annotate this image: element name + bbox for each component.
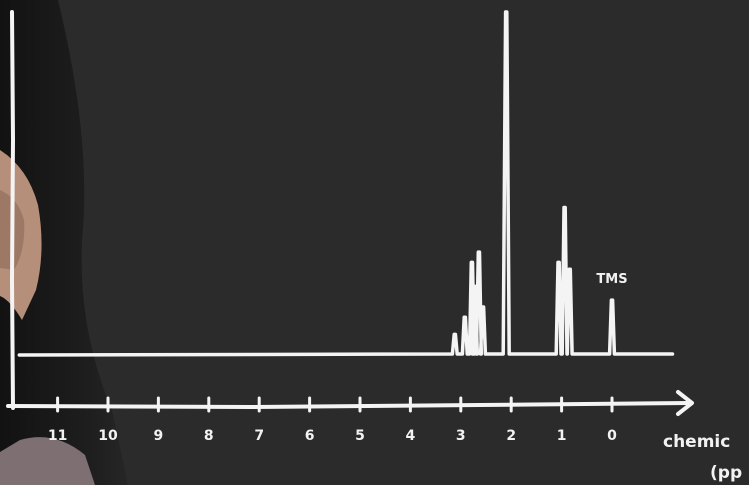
peak-9 bbox=[568, 267, 572, 271]
x-tick-label-2: 2 bbox=[506, 428, 516, 444]
x-tick-label-3: 3 bbox=[456, 428, 466, 444]
peak-4 bbox=[477, 250, 481, 254]
peak-1 bbox=[463, 315, 467, 319]
x-axis-arrowhead bbox=[676, 390, 694, 416]
x-tick-label-11: 11 bbox=[48, 428, 67, 444]
x-axis-ticks bbox=[56, 396, 614, 413]
peak-0 bbox=[453, 332, 457, 337]
x-tick-label-1: 1 bbox=[557, 428, 567, 444]
peak-7 bbox=[556, 260, 561, 264]
x-tick-label-7: 7 bbox=[254, 428, 264, 444]
x-tick-label-8: 8 bbox=[204, 428, 214, 444]
x-tick-label-0: 0 bbox=[607, 428, 617, 444]
x-axis-label: chemic bbox=[663, 432, 730, 452]
peak-2 bbox=[470, 260, 474, 264]
peak-5 bbox=[481, 305, 485, 309]
x-axis-tick-labels: 11 10 9 8 7 6 5 4 3 2 1 0 bbox=[48, 428, 617, 444]
x-tick-label-4: 4 bbox=[406, 428, 416, 444]
x-tick-label-5: 5 bbox=[355, 428, 365, 444]
x-axis-label-unit: (pp bbox=[710, 463, 742, 483]
y-axis-line bbox=[10, 10, 15, 410]
spectrum-peaks bbox=[453, 10, 614, 337]
x-tick-label-9: 9 bbox=[154, 428, 164, 444]
x-tick-label-10: 10 bbox=[98, 428, 118, 444]
peak-10 bbox=[610, 298, 614, 302]
spectrum-trace bbox=[17, 10, 675, 357]
peak-6 bbox=[504, 10, 508, 14]
x-axis-line bbox=[6, 401, 690, 409]
peak-8 bbox=[563, 205, 567, 210]
x-tick-label-6: 6 bbox=[305, 428, 315, 444]
tms-label: TMS bbox=[596, 272, 627, 287]
x-axis: 11 10 9 8 7 6 5 4 3 2 1 0 bbox=[6, 390, 694, 444]
peak-3 bbox=[473, 284, 477, 288]
